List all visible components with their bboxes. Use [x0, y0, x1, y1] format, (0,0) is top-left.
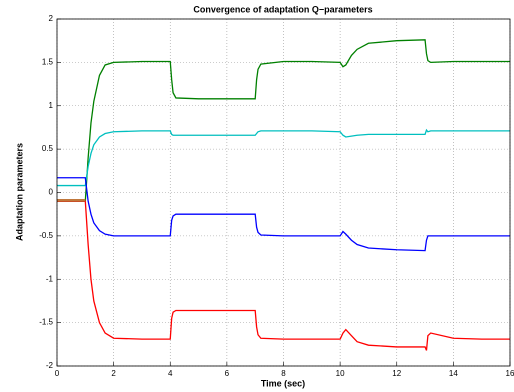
y-axis-label: Adaptation parameters: [14, 143, 24, 241]
y-tick-label: 1.5: [42, 57, 54, 66]
series-line: [57, 200, 510, 351]
y-tick-label: 0: [49, 188, 54, 197]
x-tick-label: 12: [392, 369, 401, 378]
chart-title: Convergence of adaptation Q−parameters: [193, 4, 372, 14]
x-tick-label: 6: [225, 369, 230, 378]
y-tick-label: -1.5: [39, 318, 53, 327]
y-tick-label: -1: [46, 274, 54, 283]
y-tick-label: -0.5: [39, 231, 53, 240]
plot-frame: [56, 18, 511, 367]
x-tick-label: 16: [506, 369, 514, 378]
series-line: [57, 128, 510, 187]
x-tick-label: 2: [111, 369, 116, 378]
y-tick-label: 2: [49, 14, 54, 23]
y-tick-label: -2: [46, 361, 54, 370]
x-tick-label: 14: [449, 369, 458, 378]
x-tick-label: 8: [281, 369, 286, 378]
series-line: [57, 39, 510, 202]
series-line: [57, 177, 510, 252]
x-axis-label: Time (sec): [261, 378, 305, 388]
y-tick-label: 1: [49, 101, 54, 110]
y-tick-label: 0.5: [42, 144, 54, 153]
x-tick-label: 0: [55, 369, 60, 378]
x-tick-label: 10: [336, 369, 345, 378]
x-tick-label: 4: [168, 369, 173, 378]
